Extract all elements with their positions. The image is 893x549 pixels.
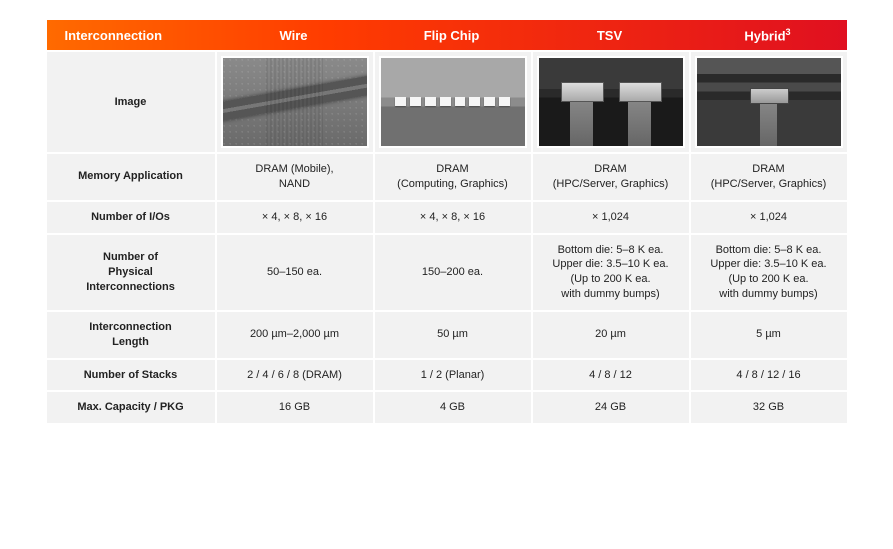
table-row: Image bbox=[47, 52, 847, 152]
row-label-memory-application: Memory Application bbox=[47, 154, 215, 200]
cell-cap-wire: 16 GB bbox=[217, 392, 373, 423]
cell-phys-hybrid: Bottom die: 5–8 K ea.Upper die: 3.5–10 K… bbox=[691, 235, 847, 310]
cell-memapp-tsv: DRAM(HPC/Server, Graphics) bbox=[533, 154, 689, 200]
cell-phys-flipchip: 150–200 ea. bbox=[375, 235, 531, 310]
col-header-flipchip: Flip Chip bbox=[373, 28, 531, 43]
row-label-ios: Number of I/Os bbox=[47, 202, 215, 233]
cell-memapp-wire: DRAM (Mobile),NAND bbox=[217, 154, 373, 200]
interconnection-table: Interconnection Wire Flip Chip TSV Hybri… bbox=[47, 20, 847, 423]
sem-image-hybrid bbox=[691, 52, 847, 152]
cell-stacks-tsv: 4 / 8 / 12 bbox=[533, 360, 689, 391]
cell-ios-flipchip: × 4, × 8, × 16 bbox=[375, 202, 531, 233]
table-row: Number of I/Os × 4, × 8, × 16 × 4, × 8, … bbox=[47, 202, 847, 233]
cell-length-flipchip: 50 µm bbox=[375, 312, 531, 358]
cell-ios-hybrid: × 1,024 bbox=[691, 202, 847, 233]
hybrid-sem-icon bbox=[695, 56, 843, 148]
col-header-wire: Wire bbox=[215, 28, 373, 43]
table-row: InterconnectionLength 200 µm–2,000 µm 50… bbox=[47, 312, 847, 358]
flipchip-sem-icon bbox=[379, 56, 527, 148]
wire-sem-icon bbox=[221, 56, 369, 148]
col-header-hybrid: Hybrid3 bbox=[689, 27, 847, 43]
table-row: Max. Capacity / PKG 16 GB 4 GB 24 GB 32 … bbox=[47, 392, 847, 423]
cell-memapp-flipchip: DRAM(Computing, Graphics) bbox=[375, 154, 531, 200]
cell-cap-flipchip: 4 GB bbox=[375, 392, 531, 423]
table-row: Memory Application DRAM (Mobile),NAND DR… bbox=[47, 154, 847, 200]
sem-image-wire bbox=[217, 52, 373, 152]
cell-ios-wire: × 4, × 8, × 16 bbox=[217, 202, 373, 233]
row-label-image: Image bbox=[47, 52, 215, 152]
cell-ios-tsv: × 1,024 bbox=[533, 202, 689, 233]
cell-length-hybrid: 5 µm bbox=[691, 312, 847, 358]
sem-image-tsv bbox=[533, 52, 689, 152]
cell-cap-hybrid: 32 GB bbox=[691, 392, 847, 423]
row-label-phys-interconn: Number ofPhysicalInterconnections bbox=[47, 235, 215, 310]
table-header-row: Interconnection Wire Flip Chip TSV Hybri… bbox=[47, 20, 847, 50]
table-row: Number of Stacks 2 / 4 / 6 / 8 (DRAM) 1 … bbox=[47, 360, 847, 391]
cell-phys-tsv: Bottom die: 5–8 K ea.Upper die: 3.5–10 K… bbox=[533, 235, 689, 310]
cell-length-wire: 200 µm–2,000 µm bbox=[217, 312, 373, 358]
cell-phys-wire: 50–150 ea. bbox=[217, 235, 373, 310]
row-label-stacks: Number of Stacks bbox=[47, 360, 215, 391]
row-label-max-capacity: Max. Capacity / PKG bbox=[47, 392, 215, 423]
cell-stacks-hybrid: 4 / 8 / 12 / 16 bbox=[691, 360, 847, 391]
cell-stacks-wire: 2 / 4 / 6 / 8 (DRAM) bbox=[217, 360, 373, 391]
cell-cap-tsv: 24 GB bbox=[533, 392, 689, 423]
sem-image-flipchip bbox=[375, 52, 531, 152]
tsv-sem-icon bbox=[537, 56, 685, 148]
table-body: Image Memory Application bbox=[47, 52, 847, 423]
cell-memapp-hybrid: DRAM(HPC/Server, Graphics) bbox=[691, 154, 847, 200]
row-label-length: InterconnectionLength bbox=[47, 312, 215, 358]
cell-length-tsv: 20 µm bbox=[533, 312, 689, 358]
table-row: Number ofPhysicalInterconnections 50–150… bbox=[47, 235, 847, 310]
col-header-tsv: TSV bbox=[531, 28, 689, 43]
cell-stacks-flipchip: 1 / 2 (Planar) bbox=[375, 360, 531, 391]
col-header-interconnection: Interconnection bbox=[47, 28, 215, 43]
